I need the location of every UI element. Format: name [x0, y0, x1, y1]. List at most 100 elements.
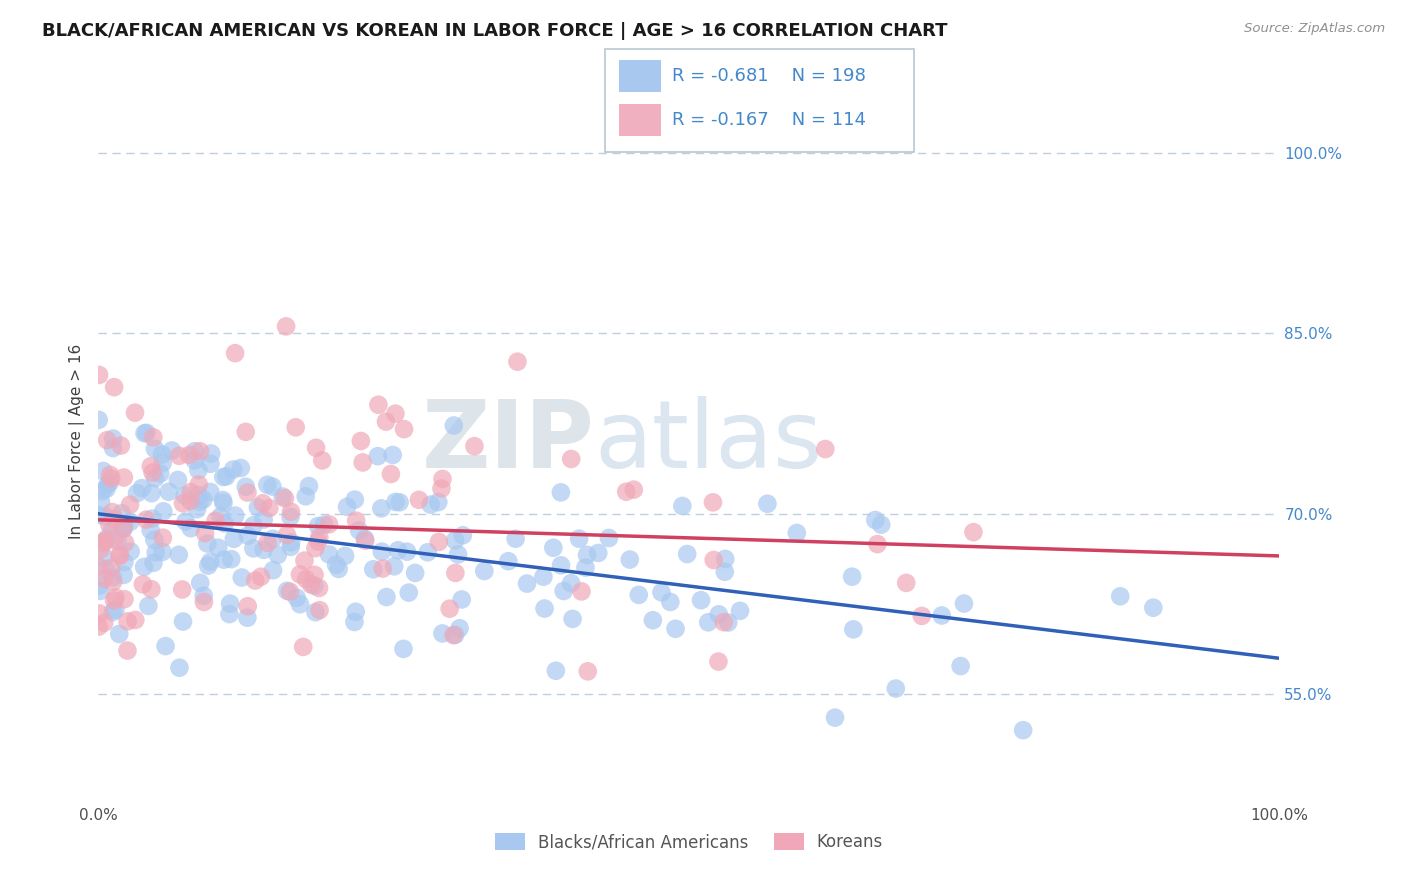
Point: [344, 514, 367, 528]
Point: [498, 554, 520, 568]
Point: [702, 495, 724, 509]
Point: [172, 496, 194, 510]
Point: [188, 444, 211, 458]
Point: [408, 492, 430, 507]
Point: [87, 413, 110, 427]
Point: [380, 467, 402, 481]
Point: [427, 495, 450, 509]
Point: [371, 561, 394, 575]
Point: [114, 536, 136, 550]
Point: [443, 628, 465, 642]
Point: [90, 542, 112, 557]
Point: [108, 549, 131, 563]
Point: [224, 508, 246, 523]
Point: [553, 584, 575, 599]
Point: [308, 603, 330, 617]
Point: [143, 471, 166, 485]
Point: [267, 548, 290, 562]
Point: [184, 444, 207, 458]
Point: [135, 513, 157, 527]
Point: [262, 563, 284, 577]
Point: [312, 517, 335, 532]
Point: [375, 590, 398, 604]
Point: [262, 532, 284, 546]
Point: [222, 532, 245, 546]
Point: [472, 564, 495, 578]
Point: [96, 482, 118, 496]
Point: [111, 521, 134, 535]
Point: [276, 583, 298, 598]
Point: [392, 641, 415, 656]
Point: [112, 470, 135, 484]
Point: [271, 490, 294, 504]
Point: [186, 502, 208, 516]
Point: [219, 597, 242, 611]
Point: [89, 583, 111, 598]
Point: [543, 541, 565, 555]
Text: R = -0.167    N = 114: R = -0.167 N = 114: [672, 112, 866, 129]
Point: [439, 601, 461, 615]
Point: [142, 430, 165, 444]
Point: [533, 570, 555, 584]
Point: [87, 559, 110, 574]
Point: [576, 548, 599, 562]
Point: [253, 542, 276, 557]
Point: [134, 426, 156, 441]
Point: [308, 581, 330, 595]
Point: [94, 509, 117, 524]
Point: [101, 605, 124, 619]
Point: [866, 537, 889, 551]
Point: [444, 533, 467, 548]
Point: [382, 559, 405, 574]
Point: [224, 346, 246, 360]
Point: [112, 568, 135, 582]
Point: [243, 574, 266, 588]
Point: [236, 485, 259, 500]
Point: [212, 552, 235, 566]
Point: [145, 545, 167, 559]
Point: [195, 536, 218, 550]
Point: [374, 415, 396, 429]
Point: [187, 477, 209, 491]
Point: [299, 577, 322, 591]
Point: [288, 597, 311, 611]
Point: [101, 505, 124, 519]
Point: [172, 582, 194, 597]
Point: [141, 511, 163, 525]
Point: [93, 615, 115, 630]
Y-axis label: In Labor Force | Age > 16: In Labor Force | Age > 16: [69, 344, 86, 539]
Point: [598, 531, 620, 545]
Point: [333, 549, 356, 563]
Point: [354, 533, 377, 548]
Text: Source: ZipAtlas.com: Source: ZipAtlas.com: [1244, 22, 1385, 36]
Point: [180, 521, 202, 535]
Text: BLACK/AFRICAN AMERICAN VS KOREAN IN LABOR FORCE | AGE > 16 CORRELATION CHART: BLACK/AFRICAN AMERICAN VS KOREAN IN LABO…: [42, 22, 948, 40]
Point: [167, 449, 190, 463]
Point: [212, 470, 235, 484]
Point: [235, 480, 257, 494]
Point: [193, 595, 215, 609]
Point: [142, 466, 165, 480]
Point: [416, 545, 439, 559]
Point: [183, 453, 205, 467]
Point: [353, 532, 375, 546]
Point: [179, 448, 201, 462]
Point: [141, 486, 163, 500]
Point: [953, 597, 976, 611]
Point: [100, 471, 122, 485]
Point: [90, 535, 112, 549]
Point: [215, 469, 238, 483]
Point: [318, 548, 340, 562]
Point: [139, 459, 162, 474]
Text: ZIP: ZIP: [422, 395, 595, 488]
Point: [896, 575, 918, 590]
Point: [304, 541, 326, 556]
Point: [110, 439, 132, 453]
Point: [87, 508, 110, 522]
Point: [384, 407, 406, 421]
Point: [98, 475, 121, 490]
Point: [141, 582, 163, 597]
Point: [96, 531, 118, 545]
Point: [347, 524, 370, 538]
Point: [118, 498, 141, 512]
